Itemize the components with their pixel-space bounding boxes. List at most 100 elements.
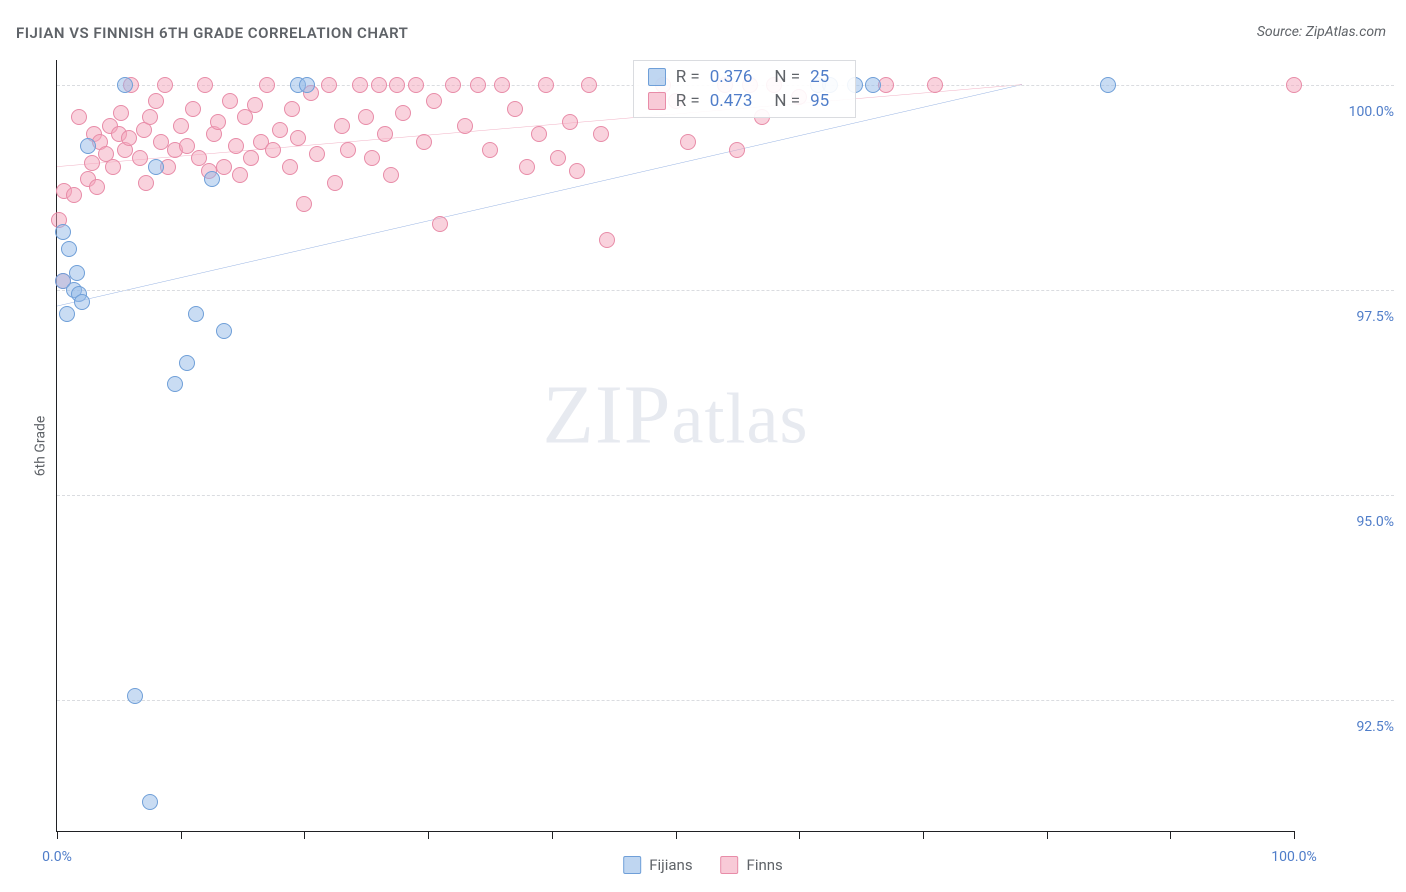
scatter-point[interactable]: [265, 142, 281, 158]
scatter-point[interactable]: [197, 77, 213, 93]
scatter-point[interactable]: [593, 126, 609, 142]
scatter-point[interactable]: [1286, 77, 1302, 93]
scatter-point[interactable]: [204, 171, 220, 187]
scatter-point[interactable]: [482, 142, 498, 158]
scatter-point[interactable]: [340, 142, 356, 158]
scatter-point[interactable]: [74, 294, 90, 310]
scatter-point[interactable]: [185, 101, 201, 117]
scatter-point[interactable]: [383, 167, 399, 183]
scatter-point[interactable]: [243, 150, 259, 166]
scatter-point[interactable]: [680, 134, 696, 150]
scatter-point[interactable]: [377, 126, 393, 142]
scatter-point[interactable]: [127, 688, 143, 704]
scatter-point[interactable]: [519, 159, 535, 175]
scatter-point[interactable]: [321, 77, 337, 93]
scatter-point[interactable]: [216, 159, 232, 175]
scatter-point[interactable]: [55, 224, 71, 240]
scatter-point[interactable]: [157, 77, 173, 93]
swatch-fijian-icon: [623, 856, 641, 874]
scatter-point[interactable]: [188, 306, 204, 322]
scatter-point[interactable]: [865, 77, 881, 93]
scatter-point[interactable]: [494, 77, 510, 93]
grid-line: [57, 700, 1394, 701]
scatter-point[interactable]: [210, 114, 226, 130]
scatter-point[interactable]: [132, 150, 148, 166]
correlation-chart: FIJIAN VS FINNISH 6TH GRADE CORRELATION …: [0, 0, 1406, 892]
scatter-point[interactable]: [259, 77, 275, 93]
scatter-point[interactable]: [457, 118, 473, 134]
scatter-point[interactable]: [470, 77, 486, 93]
scatter-point[interactable]: [148, 93, 164, 109]
scatter-point[interactable]: [138, 175, 154, 191]
scatter-point[interactable]: [228, 138, 244, 154]
scatter-point[interactable]: [581, 77, 597, 93]
scatter-point[interactable]: [89, 179, 105, 195]
scatter-point[interactable]: [358, 109, 374, 125]
scatter-point[interactable]: [142, 109, 158, 125]
scatter-point[interactable]: [327, 175, 343, 191]
scatter-point[interactable]: [416, 134, 432, 150]
x-tick-label: 0.0%: [42, 849, 72, 865]
scatter-point[interactable]: [408, 77, 424, 93]
scatter-point[interactable]: [167, 376, 183, 392]
scatter-point[interactable]: [117, 77, 133, 93]
source-text: Source: ZipAtlas.com: [1257, 24, 1386, 40]
swatch-fijian-icon: [648, 68, 666, 86]
x-tick: [304, 831, 305, 839]
scatter-point[interactable]: [389, 77, 405, 93]
scatter-point[interactable]: [309, 146, 325, 162]
scatter-point[interactable]: [531, 126, 547, 142]
scatter-point[interactable]: [247, 97, 263, 113]
finn-n-value: 95: [810, 91, 829, 111]
scatter-point[interactable]: [232, 167, 248, 183]
scatter-point[interactable]: [69, 265, 85, 281]
legend-item-fijians[interactable]: Fijians: [623, 856, 692, 874]
scatter-point[interactable]: [299, 77, 315, 93]
scatter-point[interactable]: [569, 163, 585, 179]
scatter-point[interactable]: [1100, 77, 1116, 93]
scatter-point[interactable]: [272, 122, 288, 138]
scatter-point[interactable]: [599, 232, 615, 248]
scatter-point[interactable]: [507, 101, 523, 117]
grid-line: [57, 495, 1394, 496]
scatter-point[interactable]: [282, 159, 298, 175]
scatter-point[interactable]: [222, 93, 238, 109]
scatter-point[interactable]: [121, 130, 137, 146]
scatter-point[interactable]: [364, 150, 380, 166]
scatter-point[interactable]: [179, 355, 195, 371]
scatter-point[interactable]: [173, 118, 189, 134]
scatter-point[interactable]: [426, 93, 442, 109]
scatter-point[interactable]: [59, 306, 75, 322]
scatter-point[interactable]: [216, 323, 232, 339]
scatter-point[interactable]: [66, 187, 82, 203]
scatter-point[interactable]: [113, 105, 129, 121]
scatter-point[interactable]: [71, 109, 87, 125]
plot-area: ZIPatlas 92.5%95.0%97.5%100.0%0.0%100.0%: [56, 60, 1294, 832]
scatter-point[interactable]: [538, 77, 554, 93]
scatter-point[interactable]: [432, 216, 448, 232]
scatter-point[interactable]: [927, 77, 943, 93]
scatter-point[interactable]: [290, 130, 306, 146]
scatter-point[interactable]: [61, 241, 77, 257]
y-tick-label: 97.5%: [1304, 309, 1394, 325]
scatter-point[interactable]: [562, 114, 578, 130]
scatter-point[interactable]: [80, 138, 96, 154]
finn-r-value: 0.473: [710, 91, 753, 111]
scatter-point[interactable]: [445, 77, 461, 93]
scatter-point[interactable]: [148, 159, 164, 175]
scatter-point[interactable]: [142, 794, 158, 810]
scatter-point[interactable]: [284, 101, 300, 117]
y-axis-label: 6th Grade: [32, 416, 48, 477]
scatter-point[interactable]: [352, 77, 368, 93]
scatter-point[interactable]: [296, 196, 312, 212]
scatter-point[interactable]: [84, 155, 100, 171]
x-tick: [1294, 831, 1295, 839]
scatter-point[interactable]: [550, 150, 566, 166]
scatter-point[interactable]: [729, 142, 745, 158]
scatter-point[interactable]: [105, 159, 121, 175]
scatter-point[interactable]: [179, 138, 195, 154]
scatter-point[interactable]: [371, 77, 387, 93]
scatter-point[interactable]: [395, 105, 411, 121]
scatter-point[interactable]: [334, 118, 350, 134]
legend-item-finns[interactable]: Finns: [721, 856, 783, 874]
